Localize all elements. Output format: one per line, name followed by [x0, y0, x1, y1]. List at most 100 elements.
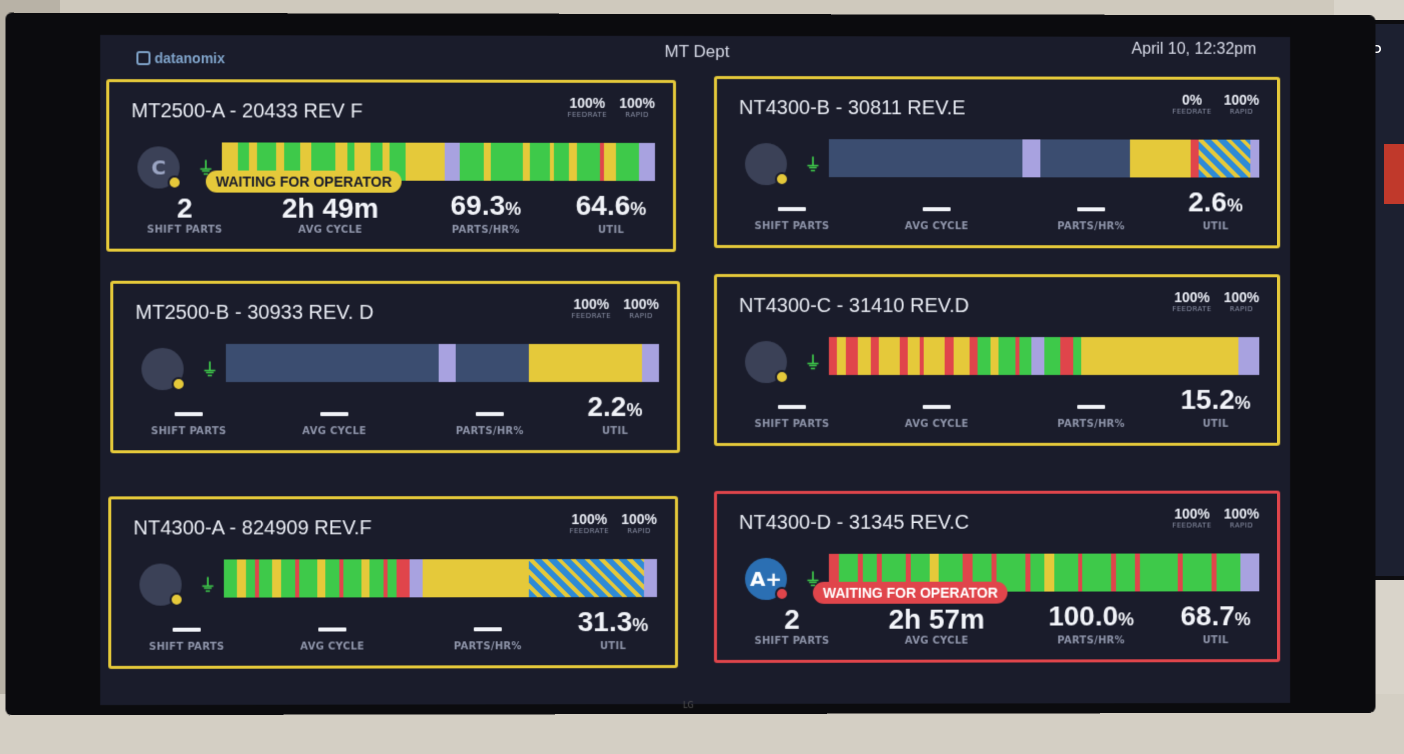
timeline-segment — [1073, 337, 1081, 375]
utilization-timeline[interactable] — [829, 139, 1259, 177]
feedrate-value: 0% — [1172, 92, 1212, 108]
shift-parts-metric: SHIFT PARTS — [737, 405, 847, 431]
rapid-override: 100% RAPID — [1224, 92, 1260, 116]
util-value: 2.6% — [1156, 186, 1275, 221]
overrides: 100% FEEDRATE 100% RAPID — [567, 95, 655, 119]
timeline-segment — [1030, 554, 1044, 592]
timeline-segment — [1044, 337, 1061, 375]
machine-card[interactable]: MT2500-A - 20433 REV F 100% FEEDRATE 100… — [106, 79, 676, 252]
avg-cycle-label: AVG CYCLE — [262, 641, 403, 653]
machine-title: NT4300-A - 824909 REV.F — [133, 517, 371, 540]
parts-hr-metric: 69.3% PARTS/HR% — [411, 190, 561, 237]
parts-hr-label: PARTS/HR% — [411, 225, 561, 237]
parts-hr-metric: PARTS/HR% — [1016, 405, 1165, 431]
avg-cycle-metric: AVG CYCLE — [867, 207, 1007, 233]
feedrate-value: 100% — [567, 95, 607, 111]
timeline-segment — [569, 143, 577, 181]
util-value: 15.2% — [1156, 384, 1275, 419]
shift-parts-label: SHIFT PARTS — [737, 636, 847, 648]
rapid-value: 100% — [621, 511, 657, 527]
metrics-row: 2 SHIFT PARTS 2h 49m AVG CYCLE 69.3% PAR… — [109, 186, 673, 237]
timeline-segment — [370, 559, 383, 597]
timeline-segment — [259, 559, 272, 597]
timeline-segment — [1054, 554, 1078, 592]
utilization-timeline[interactable] — [829, 337, 1259, 375]
machine-card[interactable]: NT4300-B - 30811 REV.E 0% FEEDRATE 100% … — [714, 76, 1280, 248]
datetime: April 10, 12:32pm — [1132, 41, 1257, 59]
timeline-segment — [246, 559, 255, 597]
timeline-segment — [616, 143, 639, 181]
timeline-segment — [953, 337, 970, 375]
machine-card[interactable]: NT4300-C - 31410 REV.D 100% FEEDRATE 100… — [714, 274, 1280, 446]
shift-parts-label: SHIFT PARTS — [737, 419, 847, 431]
util-metric: 2.2% UTIL — [555, 391, 675, 438]
feedrate-override: 100% FEEDRATE — [1172, 506, 1212, 530]
overrides: 100% FEEDRATE 100% RAPID — [569, 511, 657, 535]
machine-title: NT4300-C - 31410 REV.D — [739, 295, 969, 318]
timeline-segment — [1040, 139, 1130, 177]
utilization-timeline[interactable] — [224, 559, 657, 598]
feedrate-override: 100% FEEDRATE — [567, 95, 607, 119]
timeline-segment — [1240, 553, 1259, 591]
parts-hr-value: 100.0% — [1016, 600, 1165, 635]
timeline-segment — [870, 337, 878, 375]
rapid-value: 100% — [1224, 92, 1260, 108]
shift-parts-empty-dash — [173, 628, 201, 632]
timeline-segment — [945, 337, 953, 375]
metrics-row: SHIFT PARTS AVG CYCLE PARTS/HR% 2.6% UTI… — [717, 183, 1277, 233]
avg-cycle-label: AVG CYCLE — [867, 221, 1007, 233]
rapid-override: 100% RAPID — [1224, 289, 1260, 313]
util-label: UTIL — [1156, 221, 1275, 233]
timeline-segment — [326, 559, 339, 597]
timeline-segment — [1116, 554, 1135, 592]
machine-card[interactable]: NT4300-A - 824909 REV.F 100% FEEDRATE 10… — [108, 496, 678, 669]
rapid-value: 100% — [1224, 289, 1260, 305]
shift-parts-value: 2 — [737, 604, 847, 636]
timeline-segment — [1044, 554, 1054, 592]
tv-bezel: datanomix MT Dept April 10, 12:32pm MT25… — [6, 13, 1376, 716]
util-metric: 68.7% UTIL — [1156, 600, 1275, 647]
page-title: MT Dept — [100, 41, 1290, 63]
timeline-segment — [281, 559, 294, 597]
timeline-segment — [1082, 554, 1111, 592]
timeline-segment — [1216, 553, 1240, 591]
timeline-segment — [226, 344, 438, 382]
dashboard-screen: datanomix MT Dept April 10, 12:32pm MT25… — [100, 35, 1290, 705]
timeline-segment — [1140, 554, 1178, 592]
power-plug-icon: ⏚ — [805, 151, 821, 175]
feedrate-value: 100% — [571, 296, 611, 312]
timeline-segment — [577, 143, 600, 181]
rapid-override: 100% RAPID — [621, 511, 657, 535]
timeline-segment — [858, 337, 870, 375]
rapid-label: RAPID — [619, 111, 655, 119]
timeline-segment — [829, 337, 837, 375]
machine-card[interactable]: NT4300-D - 31345 REV.C 100% FEEDRATE 100… — [714, 491, 1280, 663]
timeline-segment — [908, 337, 920, 375]
feedrate-label: FEEDRATE — [567, 111, 607, 119]
timeline-segment — [1081, 337, 1238, 375]
metrics-row: SHIFT PARTS AVG CYCLE PARTS/HR% 15.2% UT… — [717, 381, 1277, 431]
timeline-segment — [845, 337, 857, 375]
feedrate-override: 100% FEEDRATE — [1172, 289, 1212, 313]
avg-cycle-value: 2h 57m — [867, 604, 1007, 636]
shift-parts-empty-dash — [175, 412, 203, 416]
machine-card[interactable]: MT2500-B - 30933 REV. D 100% FEEDRATE 10… — [110, 281, 680, 454]
avg-cycle-label: AVG CYCLE — [264, 426, 405, 438]
timeline-segment — [1061, 337, 1073, 375]
timeline-segment — [1238, 337, 1259, 375]
shift-parts-metric: SHIFT PARTS — [133, 412, 244, 438]
machine-title: NT4300-D - 31345 REV.C — [739, 512, 969, 535]
feedrate-override: 100% FEEDRATE — [569, 511, 609, 535]
timeline-segment — [456, 344, 530, 382]
avg-cycle-empty-dash — [318, 627, 346, 631]
util-metric: 64.6% UTIL — [551, 190, 671, 237]
shift-parts-metric: 2 SHIFT PARTS — [129, 192, 240, 236]
feedrate-override: 100% FEEDRATE — [571, 296, 611, 320]
timeline-segment — [530, 143, 549, 181]
shift-parts-empty-dash — [778, 207, 806, 211]
parts-hr-value: 69.3% — [411, 190, 561, 225]
parts-hr-empty-dash — [476, 412, 504, 416]
timeline-segment — [388, 559, 397, 597]
feedrate-label: FEEDRATE — [1172, 522, 1212, 530]
utilization-timeline[interactable] — [226, 344, 659, 382]
